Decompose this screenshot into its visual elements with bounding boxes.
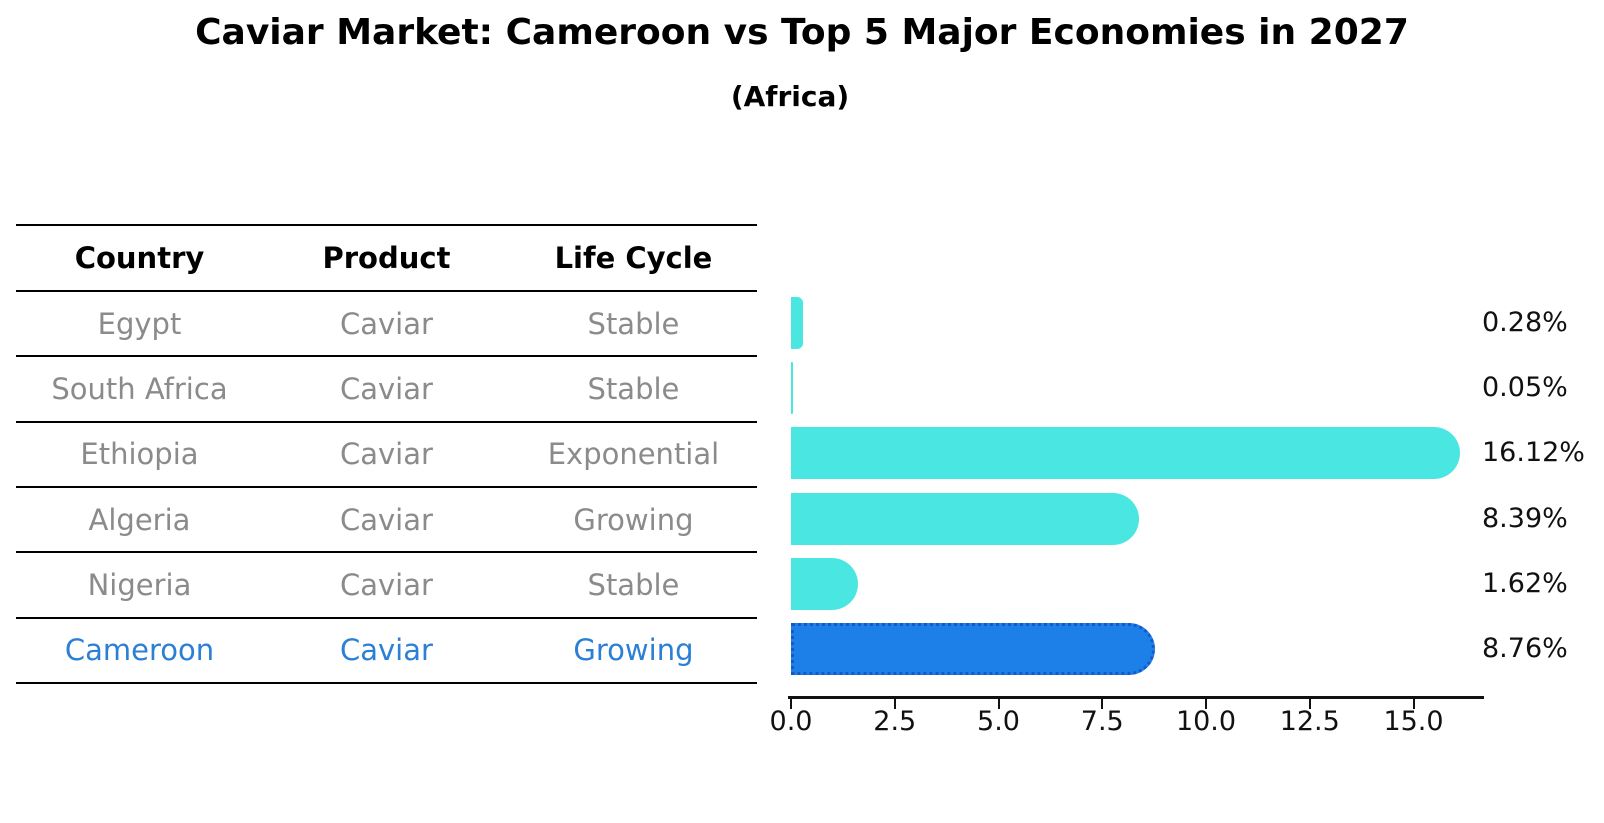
table-row: Algeria Caviar Growing <box>16 488 757 554</box>
bar-value-label: 8.76% <box>1482 633 1568 665</box>
cell-country: Cameroon <box>64 633 215 668</box>
x-axis-tick-label: 5.0 <box>977 706 1020 737</box>
bar-nigeria <box>791 557 859 610</box>
x-axis-tick <box>893 699 896 709</box>
x-axis-tick-label: 15.0 <box>1383 706 1444 737</box>
country-table: Country Product Life Cycle Egypt Caviar … <box>16 224 757 684</box>
bar-ethiopia <box>791 427 1460 480</box>
x-axis-tick <box>1205 699 1207 709</box>
cell-product: Caviar <box>340 567 433 602</box>
table-row-highlight-cameroon: Cameroon Caviar Growing <box>16 619 757 684</box>
bar-egypt <box>791 296 803 349</box>
cell-life-cycle: Stable <box>587 567 680 602</box>
table-header-row: Country Product Life Cycle <box>16 226 757 292</box>
table-row: Egypt Caviar Stable <box>16 292 757 358</box>
cell-life-cycle: Exponential <box>547 437 720 472</box>
bar-south-africa <box>791 361 794 414</box>
cell-product: Caviar <box>340 437 433 472</box>
bar-value-label: 8.39% <box>1482 502 1568 534</box>
column-header-product: Product <box>322 241 451 275</box>
cell-life-cycle: Stable <box>587 371 680 406</box>
cell-country: Ethiopia <box>80 437 199 472</box>
cell-country: South Africa <box>51 371 228 406</box>
cell-country: Nigeria <box>87 567 192 602</box>
chart-subtitle: (Africa) <box>730 80 850 113</box>
bar-cameroon <box>791 623 1155 676</box>
x-axis-tick <box>1101 699 1104 709</box>
bar-algeria <box>791 492 1140 545</box>
column-header-life-cycle: Life Cycle <box>554 241 713 275</box>
cell-life-cycle: Stable <box>587 306 680 341</box>
cell-product: Caviar <box>340 633 433 668</box>
cell-life-cycle: Growing <box>573 502 694 537</box>
cell-country: Egypt <box>97 306 182 341</box>
cell-product: Caviar <box>340 306 433 341</box>
table-row: Ethiopia Caviar Exponential <box>16 423 757 488</box>
chart-title: Caviar Market: Cameroon vs Top 5 Major E… <box>195 12 1409 53</box>
bar-value-label: 0.28% <box>1482 306 1568 338</box>
x-axis-line <box>788 696 1484 699</box>
cell-country: Algeria <box>88 502 191 537</box>
x-axis-tick <box>1412 699 1415 709</box>
table-row: Nigeria Caviar Stable <box>16 553 757 619</box>
x-axis-tick-label: 0.0 <box>769 706 813 737</box>
bar-value-label: 1.62% <box>1482 567 1568 599</box>
cell-product: Caviar <box>340 371 433 406</box>
bar-value-label: 16.12% <box>1482 437 1585 469</box>
x-axis-tick-label: 7.5 <box>1080 706 1124 737</box>
bar-value-label: 0.05% <box>1482 371 1568 403</box>
x-axis-tick <box>1308 699 1311 709</box>
x-axis-tick <box>997 699 1000 709</box>
x-axis-tick <box>790 699 792 709</box>
cell-life-cycle: Growing <box>573 633 694 668</box>
x-axis-tick-label: 2.5 <box>873 706 917 737</box>
x-axis-tick-label: 12.5 <box>1279 706 1340 737</box>
column-header-country: Country <box>74 241 205 275</box>
table-row: South Africa Caviar Stable <box>16 357 757 423</box>
x-axis-tick-label: 10.0 <box>1175 706 1237 737</box>
cell-product: Caviar <box>340 502 433 537</box>
